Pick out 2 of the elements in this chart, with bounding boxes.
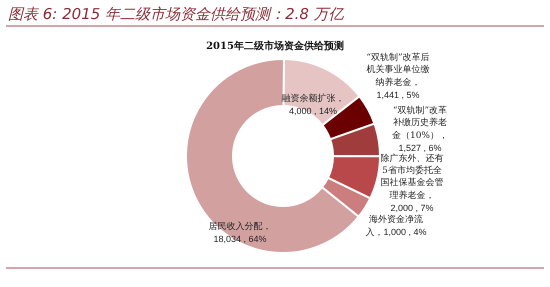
title: 图表 6: 2015 年二级市场资金供给预测：2.8 万亿 [8,5,344,23]
subtitle: 2015年二级市场资金供给预测 [206,41,344,52]
